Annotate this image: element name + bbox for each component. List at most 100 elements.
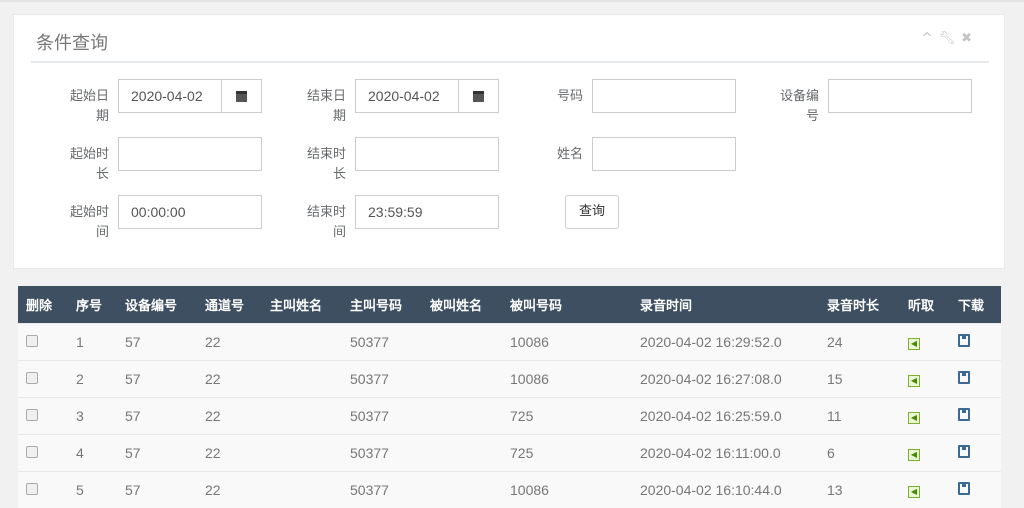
end-date-input[interactable]: 2020-04-02	[355, 79, 499, 113]
start-date-input[interactable]: 2020-04-02	[118, 79, 262, 113]
min-duration-label: 起始时长	[69, 147, 109, 182]
table-row: 1 57 22 50377 10086 2020-04-02 16:29:52.0 24 ◀	[18, 322, 1001, 360]
cell-caller: 50377	[342, 322, 422, 360]
cell-callee: 725	[502, 396, 632, 434]
number-input[interactable]	[592, 79, 736, 113]
cell-device: 57	[117, 470, 197, 508]
delete-checkbox[interactable]	[26, 371, 38, 384]
records-table: 删除 序号 设备编号 通道号 主叫姓名 主叫号码 被叫姓名 被叫号码 录音时间 录音时长 听取 下载 …	[18, 286, 1001, 508]
cell-channel: 22	[197, 433, 262, 471]
delete-cell	[18, 433, 68, 471]
save-icon[interactable]	[958, 444, 970, 458]
cell-time: 2020-04-02 16:29:52.0	[632, 322, 819, 360]
delete-checkbox[interactable]	[26, 408, 38, 421]
end-time-label: 结束时间	[306, 205, 346, 240]
speaker-icon[interactable]: ◀	[908, 449, 920, 461]
query-panel: 条件查询 ^🔧︎✖ 起始日期 2020-04-02 结束日期 2020-04-0…	[13, 14, 1005, 269]
download-cell	[950, 396, 1001, 434]
cell-time: 2020-04-02 16:25:59.0	[632, 396, 819, 434]
cell-caller: 50377	[342, 470, 422, 508]
max-duration-input[interactable]	[355, 137, 499, 171]
end-date-calendar-button[interactable]	[458, 80, 498, 112]
calendar-icon	[473, 91, 484, 102]
name-label: 姓名	[556, 147, 583, 162]
number-label: 号码	[556, 89, 583, 104]
cell-duration: 11	[819, 396, 900, 434]
panel-tools: ^🔧︎✖	[922, 31, 978, 46]
close-icon[interactable]: ✖	[961, 31, 978, 46]
column-header: 被叫号码	[502, 286, 632, 323]
table-header: 删除 序号 设备编号 通道号 主叫姓名 主叫号码 被叫姓名 被叫号码 录音时间 录音时长 听取 下载	[18, 286, 1001, 323]
chevron-up-icon[interactable]: ^	[921, 31, 939, 46]
table-row: 3 57 22 50377 725 2020-04-02 16:25:59.0 11 ◀	[18, 396, 1001, 434]
start-date-value: 2020-04-02	[131, 88, 203, 104]
table-row: 4 57 22 50377 725 2020-04-02 16:11:00.0 6 ◀	[18, 433, 1001, 471]
start-time-label: 起始时间	[69, 205, 109, 240]
min-duration-input[interactable]	[118, 137, 262, 171]
cell-callee: 10086	[502, 470, 632, 508]
cell-callee: 10086	[502, 322, 632, 360]
cell-callee-name	[422, 470, 502, 508]
device-input[interactable]	[828, 79, 972, 113]
cell-duration: 6	[819, 433, 900, 471]
cell-no: 5	[68, 470, 117, 508]
cell-caller: 50377	[342, 359, 422, 397]
column-header: 听取	[900, 286, 950, 323]
column-header: 删除	[18, 286, 68, 323]
cell-channel: 22	[197, 359, 262, 397]
cell-caller: 50377	[342, 433, 422, 471]
column-header: 序号	[68, 286, 117, 323]
cell-time: 2020-04-02 16:10:44.0	[632, 470, 819, 508]
cell-no: 1	[68, 322, 117, 360]
speaker-icon[interactable]: ◀	[908, 486, 920, 499]
cell-channel: 22	[197, 470, 262, 508]
cell-caller-name	[262, 470, 342, 508]
cell-device: 57	[117, 359, 197, 397]
cell-channel: 22	[197, 322, 262, 360]
cell-callee: 10086	[502, 359, 632, 397]
query-button[interactable]: 查询	[565, 195, 619, 229]
save-icon[interactable]	[958, 333, 970, 347]
column-header: 设备编号	[117, 286, 197, 323]
divider	[31, 61, 989, 63]
cell-device: 57	[117, 322, 197, 360]
column-header: 主叫号码	[342, 286, 422, 323]
start-time-input[interactable]: 00:00:00	[118, 195, 262, 229]
cell-channel: 22	[197, 396, 262, 434]
speaker-icon[interactable]: ◀	[908, 412, 920, 424]
cell-duration: 13	[819, 470, 900, 508]
start-date-calendar-button[interactable]	[221, 80, 261, 112]
cell-duration: 24	[819, 322, 900, 360]
name-input[interactable]	[592, 137, 736, 171]
max-duration-label: 结束时长	[306, 147, 346, 182]
delete-cell	[18, 322, 68, 360]
speaker-icon[interactable]: ◀	[908, 375, 920, 387]
delete-checkbox[interactable]	[26, 445, 38, 458]
download-cell	[950, 470, 1001, 508]
calendar-icon	[236, 91, 247, 102]
speaker-icon[interactable]: ◀	[908, 338, 920, 350]
listen-cell: ◀	[900, 359, 950, 397]
listen-cell: ◀	[900, 470, 950, 508]
column-header: 录音时间	[632, 286, 819, 323]
cell-no: 3	[68, 396, 117, 434]
save-icon[interactable]	[958, 407, 970, 421]
cell-caller-name	[262, 322, 342, 360]
table-row: 2 57 22 50377 10086 2020-04-02 16:27:08.0 15 ◀	[18, 359, 1001, 397]
download-cell	[950, 322, 1001, 360]
delete-checkbox[interactable]	[26, 334, 38, 347]
download-cell	[950, 433, 1001, 471]
cell-time: 2020-04-02 16:11:00.0	[632, 433, 819, 471]
save-icon[interactable]	[958, 481, 970, 495]
cell-caller-name	[262, 433, 342, 471]
wrench-icon[interactable]: 🔧︎	[938, 31, 962, 46]
column-header: 主叫姓名	[262, 286, 342, 323]
end-time-input[interactable]: 23:59:59	[355, 195, 499, 229]
cell-callee-name	[422, 396, 502, 434]
listen-cell: ◀	[900, 433, 950, 471]
cell-device: 57	[117, 396, 197, 434]
listen-cell: ◀	[900, 396, 950, 434]
delete-checkbox[interactable]	[26, 482, 38, 495]
cell-caller-name	[262, 396, 342, 434]
save-icon[interactable]	[958, 370, 970, 384]
